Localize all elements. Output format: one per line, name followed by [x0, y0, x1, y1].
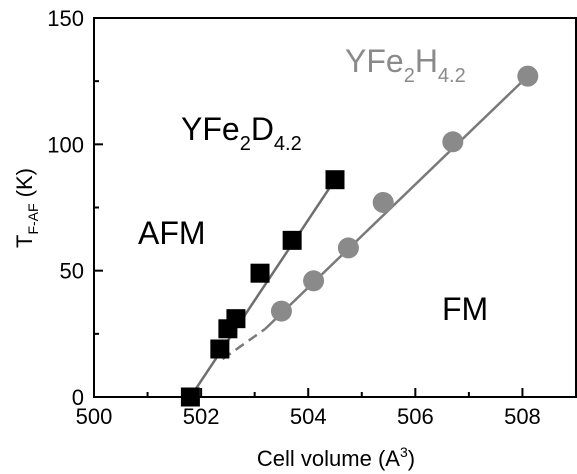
square-marker [210, 339, 230, 359]
circle-marker [372, 191, 394, 213]
circle-marker [337, 237, 359, 259]
dashed-extrapolation [221, 327, 267, 361]
plot-frame [93, 17, 577, 398]
fit-line [189, 179, 337, 398]
circle-marker [442, 131, 464, 153]
y-axis-label: TF-AF (K) [12, 168, 41, 248]
deuteride-label: YFe2D4.2 [181, 111, 302, 155]
x-tick-label: 500 [76, 404, 113, 429]
x-tick-label: 508 [504, 404, 541, 429]
circle-marker [270, 300, 292, 322]
x-tick-label: 502 [183, 404, 220, 429]
y-tick-label: 150 [47, 6, 84, 31]
square-marker [325, 170, 345, 190]
y-axis-ticks: 0 50 100 150 [47, 6, 103, 410]
fit-line [264, 75, 529, 330]
fit-lines [189, 75, 529, 398]
data-markers [180, 65, 539, 407]
circle-marker [517, 65, 539, 87]
fm-label: FM [442, 291, 488, 327]
x-axis-label: Cell volume (A3) [257, 444, 415, 471]
y-tick-label: 0 [72, 385, 84, 410]
x-tick-label: 506 [397, 404, 434, 429]
square-marker [226, 309, 246, 329]
square-marker [282, 230, 302, 250]
circle-marker [303, 270, 325, 292]
afm-label: AFM [138, 215, 206, 251]
square-marker [250, 263, 270, 283]
square-marker [180, 387, 200, 407]
x-tick-label: 504 [290, 404, 327, 429]
y-tick-label: 50 [60, 259, 84, 284]
y-tick-label: 100 [47, 132, 84, 157]
x-axis-ticks: 500 502 504 506 508 [76, 388, 577, 429]
hydride-label: YFe2H4.2 [345, 43, 466, 87]
